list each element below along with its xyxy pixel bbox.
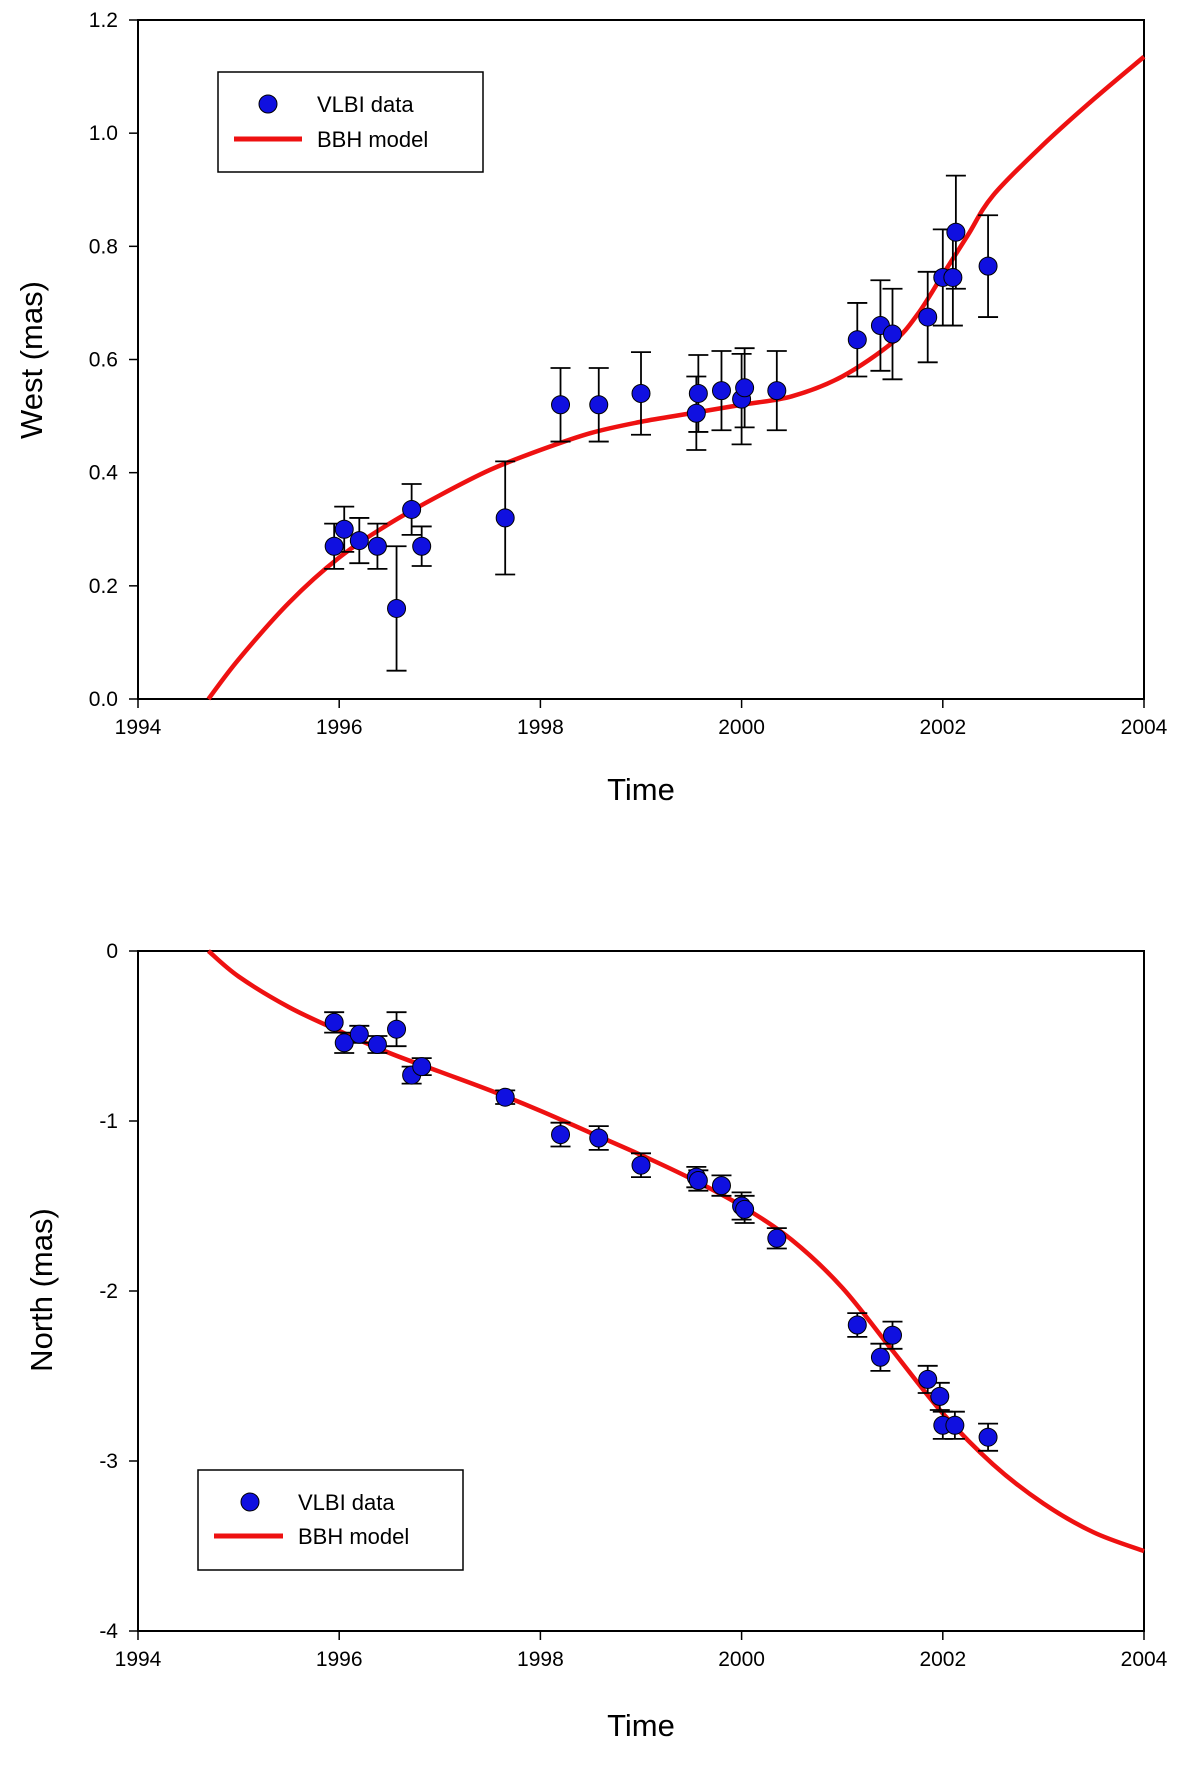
west-vlbi-data-point (551, 395, 571, 415)
north-x-tick-label: 1998 (517, 1648, 564, 1671)
north-legend-box (197, 1469, 464, 1571)
north-x-tick-label: 2000 (718, 1648, 765, 1671)
west-legend: VLBI data BBH model (217, 71, 484, 173)
west-vlbi-data-point (847, 330, 867, 350)
north-legend-vlbi-label: VLBI data (298, 1490, 395, 1515)
west-y-tick-label: 0.6 (89, 349, 118, 372)
north-vlbi-data-point (412, 1057, 432, 1077)
west-vlbi-data-point (883, 324, 902, 344)
west-legend-model-label: BBH model (317, 127, 428, 152)
west-vlbi-data-point (943, 267, 963, 287)
north-vlbi-data-point (324, 1012, 344, 1032)
west-legend-box (217, 71, 484, 173)
west-vlbi-data-point (631, 383, 651, 403)
north-legend-vlbi-marker (240, 1492, 260, 1512)
west-vlbi-data-point (688, 383, 708, 403)
west-x-tick-label: 1998 (517, 716, 564, 739)
west-vlbi-data-point (735, 378, 755, 398)
north-y-tick-label: -1 (99, 1110, 118, 1133)
west-x-tick-label: 2004 (1121, 716, 1168, 739)
west-y-tick-label: 1.0 (89, 122, 118, 145)
west-x-tick-label: 2002 (919, 716, 966, 739)
west-panel: 1994 1996 1998 2000 2002 2004 0.0 0.2 0.4 0.6 0.8 1… (14, 9, 1168, 807)
west-vlbi-data-point (767, 381, 787, 401)
north-y-tick-label: 0 (106, 940, 118, 963)
west-vlbi-data-point (946, 222, 966, 242)
north-x-tick-label: 1996 (316, 1648, 363, 1671)
north-vlbi-data-point (367, 1035, 387, 1054)
west-ticks: 1994 1996 1998 2000 2002 2004 0.0 0.2 0.4 0.6 0.8 1… (89, 9, 1168, 739)
west-legend-vlbi-label: VLBI data (317, 92, 414, 117)
north-x-axis-title: Time (607, 1708, 675, 1743)
north-vlbi-data-point (767, 1228, 787, 1248)
north-legend-model-label: BBH model (298, 1524, 409, 1549)
north-vlbi-data-point (387, 1019, 407, 1039)
west-x-tick-label: 1996 (316, 716, 363, 739)
west-vlbi-data-point (412, 536, 432, 556)
north-vlbi-data-point (495, 1087, 515, 1107)
north-vlbi-data-point (883, 1325, 902, 1345)
north-vlbi-data-point (551, 1125, 571, 1145)
west-y-tick-label: 1.2 (89, 9, 118, 32)
north-x-tick-label: 2002 (919, 1648, 966, 1671)
west-vlbi-data-point (349, 531, 369, 551)
north-y-tick-label: -4 (99, 1620, 118, 1643)
west-y-tick-label: 0.0 (89, 688, 118, 711)
north-marks (206, 949, 1145, 1554)
west-vlbi-data-point (387, 598, 407, 618)
west-vlbi-data-point (495, 508, 515, 528)
west-vlbi-data-point (711, 381, 731, 401)
west-vlbi-data-point (589, 395, 609, 415)
west-y-tick-label: 0.8 (89, 235, 118, 258)
north-ticks: 1994 1996 1998 2000 2002 2004 -4 -3 -2 -1 0 (99, 940, 1167, 1671)
north-vlbi-data-point (930, 1386, 950, 1406)
west-vlbi-data-point (324, 536, 344, 556)
north-y-tick-label: -2 (99, 1280, 118, 1303)
west-marks (206, 55, 1146, 701)
north-panel: 1994 1996 1998 2000 2002 2004 -4 -3 -2 -1 0 Time N… (24, 940, 1168, 1743)
north-vlbi-data-point (349, 1024, 369, 1044)
north-vlbi-data-point (870, 1347, 890, 1367)
north-vlbi-data-point (334, 1033, 354, 1053)
west-vlbi-data-point (918, 307, 938, 327)
west-vlbi-data-point (686, 403, 706, 423)
west-x-axis-title: Time (607, 772, 675, 807)
west-y-axis-title: West (mas) (14, 281, 49, 439)
north-vlbi-data-point (589, 1128, 609, 1148)
west-x-tick-label: 1994 (115, 716, 162, 739)
north-vlbi-data-point (688, 1171, 708, 1190)
north-x-tick-label: 1994 (115, 1648, 162, 1671)
north-vlbi-data-point (945, 1415, 965, 1435)
north-vlbi-data-point (711, 1176, 731, 1196)
west-vlbi-data-point (367, 536, 387, 556)
north-y-tick-label: -3 (99, 1450, 118, 1473)
west-y-tick-label: 0.2 (89, 575, 118, 598)
west-legend-vlbi-marker (258, 94, 278, 114)
north-vlbi-data-point (918, 1369, 938, 1389)
west-vlbi-data-point (978, 256, 998, 276)
west-x-tick-label: 2000 (718, 716, 765, 739)
west-vlbi-data-point (402, 499, 422, 519)
north-legend: VLBI data BBH model (197, 1469, 464, 1571)
north-vlbi-data-point (735, 1199, 755, 1219)
west-y-tick-label: 0.4 (89, 462, 119, 485)
north-x-tick-label: 2004 (1121, 1648, 1168, 1671)
north-vlbi-data-point (847, 1315, 867, 1335)
north-vlbi-data-point (631, 1155, 651, 1175)
north-vlbi-data-point (978, 1427, 998, 1447)
west-vlbi-data-point (334, 519, 354, 539)
north-y-axis-title: North (mas) (24, 1208, 59, 1372)
